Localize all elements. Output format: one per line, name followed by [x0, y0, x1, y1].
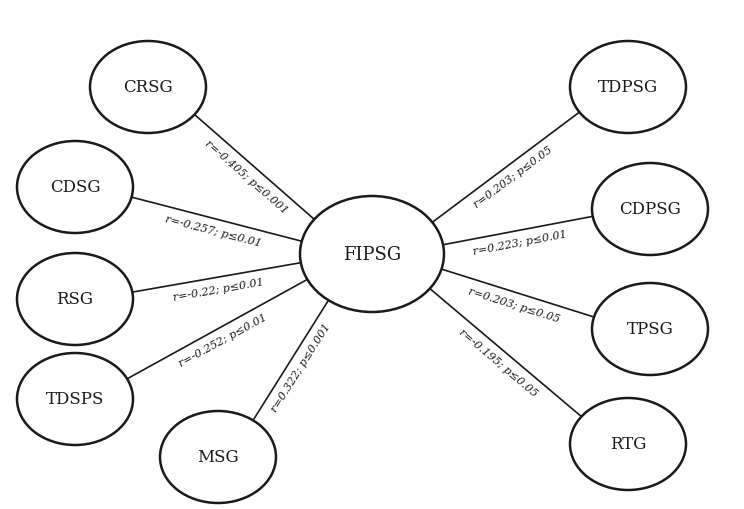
- Ellipse shape: [90, 42, 206, 134]
- Text: RTG: RTG: [610, 436, 647, 453]
- Text: r=0.223; p≤0.01: r=0.223; p≤0.01: [472, 229, 568, 257]
- Ellipse shape: [570, 398, 686, 490]
- Ellipse shape: [17, 142, 133, 234]
- Ellipse shape: [160, 411, 276, 503]
- Text: MSG: MSG: [197, 448, 239, 466]
- Text: TDSPS: TDSPS: [46, 391, 104, 408]
- Text: TPSG: TPSG: [626, 321, 673, 338]
- Ellipse shape: [17, 253, 133, 345]
- Text: r=0.322; p≤0.001: r=0.322; p≤0.001: [269, 321, 333, 413]
- Text: CDPSG: CDPSG: [619, 201, 681, 218]
- Text: FIPSG: FIPSG: [343, 245, 401, 264]
- Text: r=0.203; p≤0.05: r=0.203; p≤0.05: [467, 286, 561, 324]
- Ellipse shape: [570, 42, 686, 134]
- Text: TDPSG: TDPSG: [598, 79, 658, 96]
- Text: r=-0.257; p≤0.01: r=-0.257; p≤0.01: [164, 214, 263, 248]
- Text: r=-0.22; p≤0.01: r=-0.22; p≤0.01: [173, 277, 265, 302]
- Text: CRSG: CRSG: [124, 79, 173, 96]
- Ellipse shape: [592, 164, 708, 256]
- Text: r=0.203; p≤0.05: r=0.203; p≤0.05: [472, 145, 554, 210]
- Ellipse shape: [592, 284, 708, 375]
- Ellipse shape: [17, 353, 133, 445]
- Text: r=-0.405; p≤0.001: r=-0.405; p≤0.001: [203, 138, 289, 215]
- Text: RSG: RSG: [57, 291, 94, 308]
- Text: r=-0.252; p≤0.01: r=-0.252; p≤0.01: [177, 312, 269, 368]
- Text: r=-0.195; p≤0.05: r=-0.195; p≤0.05: [457, 326, 539, 398]
- Text: CDSG: CDSG: [50, 179, 100, 196]
- Ellipse shape: [300, 196, 444, 313]
